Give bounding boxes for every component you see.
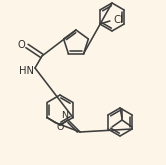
Text: O: O: [17, 40, 25, 50]
Text: Cl: Cl: [113, 15, 123, 25]
Text: N: N: [61, 111, 69, 119]
Text: O: O: [56, 123, 64, 132]
Text: HN: HN: [19, 66, 35, 76]
